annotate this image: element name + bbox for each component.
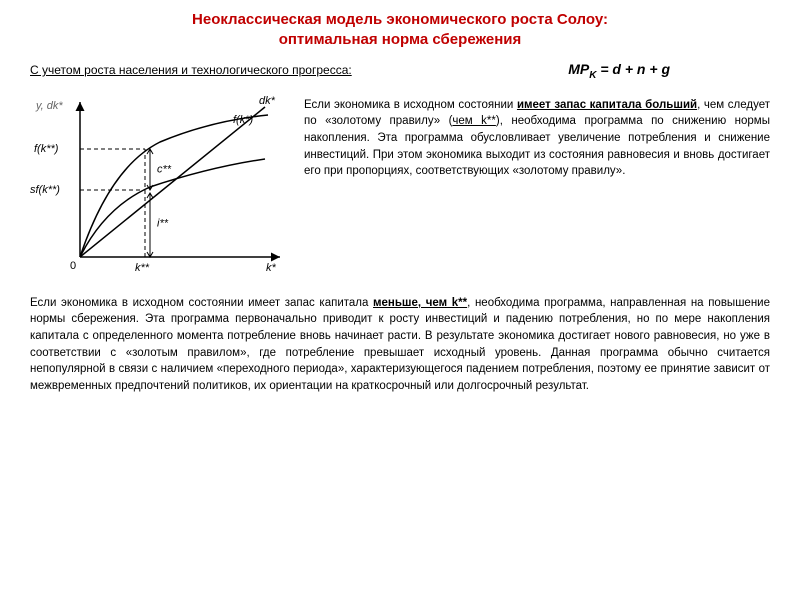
side-text-1: Если экономика в исходном состоянии xyxy=(304,99,517,111)
svg-text:sf(k**): sf(k**) xyxy=(30,184,60,196)
solow-chart: y, dk* k* 0 dk* f(k*) f(k**) sf(k**) c** i** k** xyxy=(30,87,290,277)
svg-text:dk*: dk* xyxy=(259,95,276,107)
svg-text:i**: i** xyxy=(157,217,169,229)
formula: MPK = d + n + g xyxy=(568,61,670,81)
side-paragraph: Если экономика в исходном состоянии имее… xyxy=(304,87,770,277)
mid-section: y, dk*k*0dk*f(k*)f(k**)sf(k**)c**i**k** … xyxy=(30,87,770,277)
title-line2: оптимальная норма сбережения xyxy=(279,31,522,48)
subtitle-row: С учетом роста населения и технологическ… xyxy=(30,61,770,81)
title-line1: Неоклассическая модель экономического ро… xyxy=(192,11,608,28)
svg-text:k*: k* xyxy=(266,262,277,274)
bottom-underline-1: меньше, чем k** xyxy=(373,297,467,309)
svg-text:c**: c** xyxy=(157,163,172,175)
page-title: Неоклассическая модель экономического ро… xyxy=(30,10,770,49)
chart-svg: y, dk* k* 0 dk* f(k*) f(k**) sf(k**) c** i** k** xyxy=(30,87,290,277)
svg-text:f(k**): f(k**) xyxy=(34,143,59,155)
svg-text:0: 0 xyxy=(70,260,76,272)
bottom-text-2: , необходима программа, направленная на … xyxy=(30,297,770,392)
bottom-text-1: Если экономика в исходном состоянии имее… xyxy=(30,297,373,309)
subtitle-text: С учетом роста населения и технологическ… xyxy=(30,63,352,77)
svg-text:k**: k** xyxy=(135,262,150,274)
side-underline-1: имеет запас капитала больший xyxy=(517,99,697,111)
bottom-paragraph: Если экономика в исходном состоянии имее… xyxy=(30,295,770,395)
side-underline-2: чем k** xyxy=(452,115,495,127)
svg-text:f(k*): f(k*) xyxy=(233,114,254,126)
svg-text:y, dk*: y, dk* xyxy=(35,100,63,112)
